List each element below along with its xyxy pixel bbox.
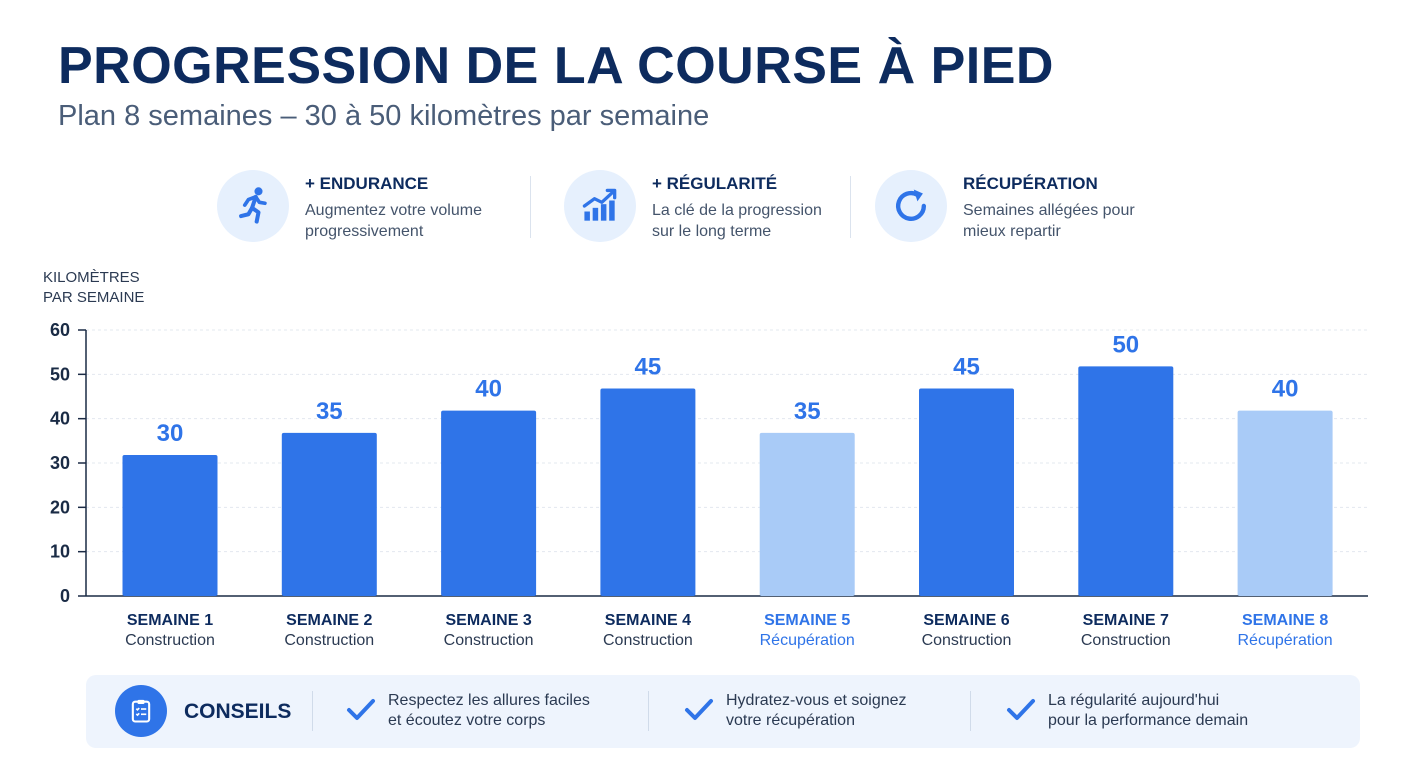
feature-description: Semaines allégées pour mieux repartir — [963, 202, 1135, 240]
data-label: 40 — [1272, 376, 1299, 403]
divider — [970, 691, 971, 731]
bar — [600, 388, 696, 596]
divider — [312, 691, 313, 731]
x-tick-label: SEMAINE 1 — [127, 612, 213, 629]
phase-label: Construction — [603, 632, 693, 649]
x-tick-label: SEMAINE 3 — [445, 612, 531, 629]
y-tick-label: 50 — [50, 364, 70, 384]
y-tick-label: 10 — [50, 542, 70, 562]
data-label: 35 — [794, 398, 821, 425]
bar — [1078, 366, 1174, 596]
page-title: PROGRESSION DE LA COURSE À PIED — [58, 37, 1054, 95]
y-tick-label: 40 — [50, 409, 70, 429]
data-label: 45 — [953, 354, 980, 381]
x-tick-label: SEMAINE 4 — [605, 612, 691, 629]
phase-label: Construction — [1081, 632, 1171, 649]
bar — [919, 388, 1014, 596]
data-label: 35 — [316, 398, 343, 425]
x-tick-label: SEMAINE 6 — [923, 612, 1009, 629]
bar — [281, 432, 377, 596]
phase-label: Construction — [125, 632, 215, 649]
refresh-icon — [875, 170, 947, 242]
bar — [1237, 410, 1333, 596]
divider — [850, 176, 851, 238]
data-label: 45 — [635, 354, 662, 381]
page-subtitle: Plan 8 semaines – 30 à 50 kilomètres par… — [58, 100, 710, 132]
feature-title: + ENDURANCE — [305, 174, 429, 193]
x-tick-label: SEMAINE 7 — [1083, 612, 1169, 629]
growth-chart-icon — [564, 170, 636, 242]
data-label: 40 — [475, 376, 502, 403]
feature-title: + RÉGULARITÉ — [652, 174, 778, 193]
y-tick-label: 20 — [50, 497, 70, 517]
feature-description: Augmentez votre volume progressivement — [305, 202, 482, 240]
data-label: 50 — [1112, 331, 1139, 358]
x-tick-label: SEMAINE 5 — [764, 612, 850, 629]
y-tick-label: 0 — [60, 586, 70, 606]
phase-label: Construction — [922, 632, 1012, 649]
phase-label: Récupération — [760, 632, 855, 649]
feature-description: La clé de la progression sur le long ter… — [652, 202, 822, 240]
y-axis-label: KILOMÈTRES PAR SEMAINE — [43, 269, 145, 306]
data-label: 30 — [157, 420, 184, 447]
phase-label: Construction — [444, 632, 534, 649]
phase-label: Construction — [284, 632, 374, 649]
phase-label: Récupération — [1238, 632, 1333, 649]
feature-title: RÉCUPÉRATION — [963, 174, 1098, 193]
check-icon — [1007, 699, 1035, 720]
y-tick-label: 30 — [50, 453, 70, 473]
tips-label: CONSEILS — [184, 700, 292, 723]
x-tick-label: SEMAINE 8 — [1242, 612, 1328, 629]
divider — [648, 691, 649, 731]
y-tick-label: 60 — [50, 320, 70, 340]
runner-icon — [217, 170, 289, 242]
bar — [441, 410, 537, 596]
tips-panel: CONSEILS Respectez les allures faciles e… — [86, 675, 1360, 748]
bar — [759, 432, 855, 596]
x-tick-label: SEMAINE 2 — [286, 612, 372, 629]
clipboard-icon — [115, 685, 167, 737]
check-icon — [347, 699, 375, 720]
divider — [530, 176, 531, 238]
check-icon — [685, 699, 713, 720]
bar — [122, 455, 218, 596]
bar-chart: 0 10 20 30 40 50 60 30 SEMAINE 1 Construction 35 SE… — [50, 320, 1368, 649]
